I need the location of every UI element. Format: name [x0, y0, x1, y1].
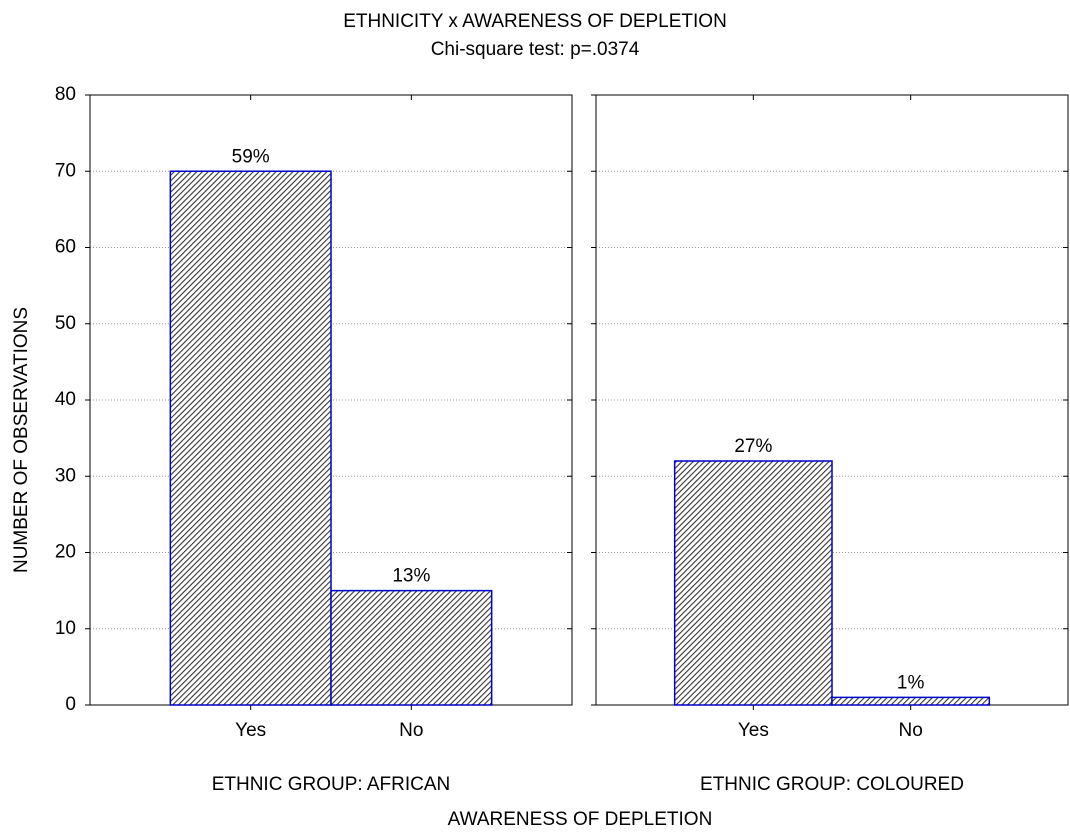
bar	[673, 460, 833, 706]
y-tick-label: 0	[65, 694, 76, 715]
panel-label: ETHNIC GROUP: AFRICAN	[212, 774, 451, 795]
x-tick-label: No	[899, 720, 923, 741]
chart-subtitle: Chi-square test: p=.0374	[431, 39, 640, 60]
bar	[831, 696, 991, 706]
y-tick-label: 40	[55, 389, 76, 410]
y-tick-label: 30	[55, 465, 76, 486]
y-axis-label: NUMBER OF OBSERVATIONS	[11, 307, 32, 573]
data-label: 59%	[232, 146, 270, 167]
x-axis-label: AWARENESS OF DEPLETION	[448, 809, 713, 830]
panel-label: ETHNIC GROUP: COLOURED	[700, 774, 964, 795]
y-tick-label: 50	[55, 313, 76, 334]
chart-title: ETHNICITY x AWARENESS OF DEPLETION	[343, 11, 727, 32]
x-tick-label: Yes	[738, 720, 769, 741]
bar	[169, 170, 332, 706]
x-tick-label: Yes	[235, 720, 266, 741]
data-label: 13%	[392, 566, 430, 587]
y-tick-label: 70	[55, 160, 76, 181]
bar	[330, 589, 493, 706]
data-label: 27%	[734, 436, 772, 457]
y-tick-label: 80	[55, 84, 76, 105]
x-tick-label: No	[399, 720, 423, 741]
y-tick-label: 10	[55, 618, 76, 639]
y-tick-label: 60	[55, 237, 76, 258]
data-label: 1%	[897, 672, 925, 693]
y-tick-label: 20	[55, 542, 76, 563]
